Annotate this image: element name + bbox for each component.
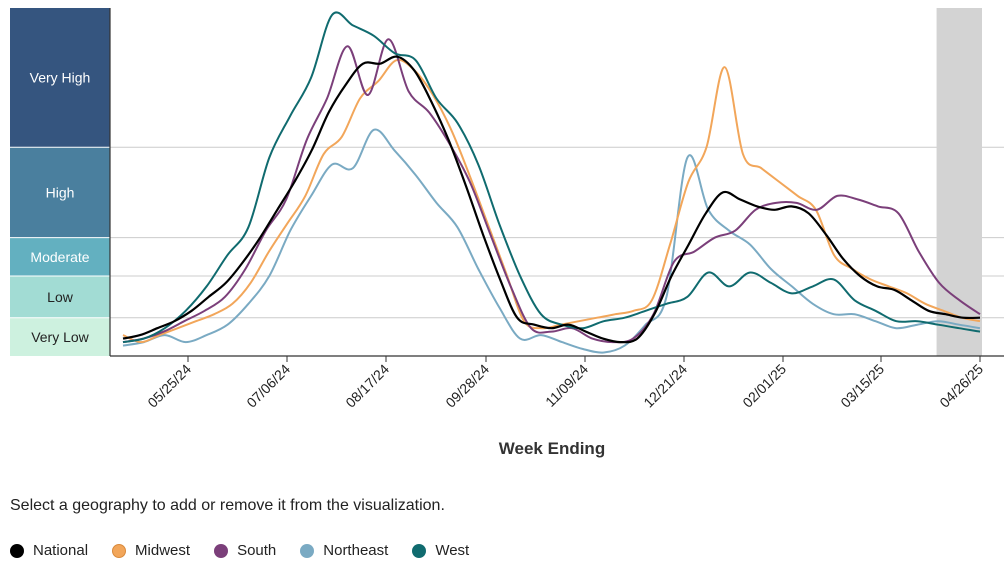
level-label: Low <box>47 289 74 305</box>
legend-dot-icon <box>300 543 315 558</box>
legend-dot-icon <box>10 543 24 558</box>
legend-item-national[interactable]: National <box>10 542 88 559</box>
x-tick-label: 09/28/24 <box>442 361 492 411</box>
legend-label: National <box>33 542 89 559</box>
series-line-northeast <box>122 128 981 354</box>
legend-item-west[interactable]: West <box>412 542 469 559</box>
legend-label: West <box>435 542 470 559</box>
x-tick-label: 05/25/24 <box>144 361 194 411</box>
x-axis-title: Week Ending <box>499 439 605 458</box>
legend-dot-icon <box>214 543 229 558</box>
level-label: Very High <box>30 70 91 86</box>
x-tick-label: 12/21/24 <box>640 361 690 411</box>
series-line-midwest <box>122 58 981 344</box>
instruction-text: Select a geography to add or remove it f… <box>10 497 445 514</box>
wastewater-line-chart: Very High High Moderate Low Very Low 05/25/2… <box>10 8 1004 458</box>
x-tick-label: 07/06/24 <box>243 361 293 411</box>
legend-label: Midwest <box>135 542 191 559</box>
level-band-low <box>10 275 110 318</box>
legend-dot-icon <box>112 543 127 558</box>
level-band-moderate <box>10 237 110 276</box>
level-label: Moderate <box>30 249 89 265</box>
legend-label: South <box>237 542 277 559</box>
x-axis-ticks: 05/25/24 07/06/24 08/17/24 09/28/24 11/09/24… <box>144 356 986 411</box>
level-bands: Very High High Moderate Low Very Low <box>10 8 110 356</box>
legend: National Midwest South Northeast West <box>10 542 493 559</box>
legend-item-midwest[interactable]: Midwest <box>112 542 190 559</box>
axes <box>109 8 1004 357</box>
recent-weeks-shade <box>936 8 982 356</box>
x-tick-label: 03/15/25 <box>837 361 887 411</box>
x-tick-label: 08/17/24 <box>342 361 392 411</box>
x-tick-label: 02/01/25 <box>739 361 789 411</box>
x-tick-label: 04/26/25 <box>936 361 986 411</box>
legend-dot-icon <box>412 543 427 558</box>
legend-label: Northeast <box>323 542 389 559</box>
legend-item-south[interactable]: South <box>214 542 276 559</box>
level-label: Very Low <box>31 329 89 345</box>
level-band-very-low <box>10 317 110 356</box>
series-line-west <box>122 11 981 344</box>
series-line-national <box>122 55 981 344</box>
level-label: High <box>46 184 75 200</box>
series-lines <box>122 11 981 354</box>
x-tick-label: 11/09/24 <box>542 361 591 410</box>
level-band-very-high <box>10 8 110 148</box>
level-band-high <box>10 147 110 238</box>
legend-item-northeast[interactable]: Northeast <box>300 542 388 559</box>
